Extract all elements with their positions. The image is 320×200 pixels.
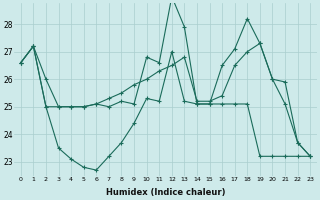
X-axis label: Humidex (Indice chaleur): Humidex (Indice chaleur) <box>106 188 225 197</box>
